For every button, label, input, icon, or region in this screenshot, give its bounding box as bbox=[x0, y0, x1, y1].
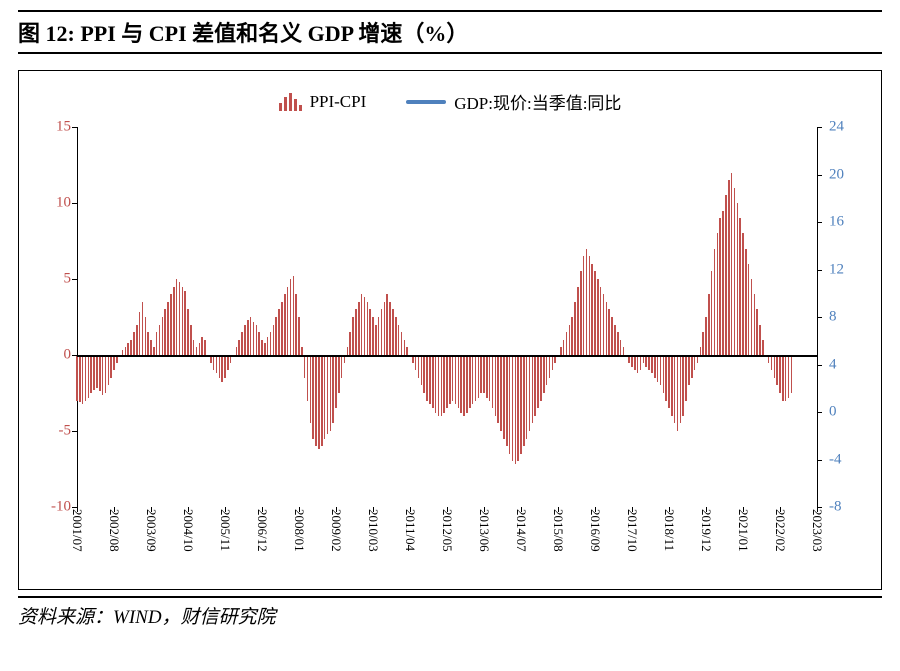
zero-axis-line bbox=[77, 355, 817, 357]
legend-item-bar: PPI-CPI bbox=[279, 89, 367, 114]
chart-title: 图 12: PPI 与 CPI 差值和名义 GDP 增速（%） bbox=[18, 16, 882, 48]
legend-line-label: GDP:现价:当季值:同比 bbox=[454, 89, 621, 114]
line-series bbox=[77, 127, 817, 507]
source-text: 资料来源：WIND，财信研究院 bbox=[18, 602, 882, 629]
legend-line-icon bbox=[406, 100, 446, 104]
legend-bar-icon bbox=[279, 93, 302, 111]
legend-bar-label: PPI-CPI bbox=[310, 92, 367, 112]
legend-item-line: GDP:现价:当季值:同比 bbox=[406, 89, 621, 114]
x-axis-labels: 2001/072002/082003/092004/102005/112006/… bbox=[77, 509, 817, 583]
chart-frame: PPI-CPI GDP:现价:当季值:同比 -10-5051015 -8-404… bbox=[18, 70, 882, 590]
title-block: 图 12: PPI 与 CPI 差值和名义 GDP 增速（%） bbox=[18, 10, 882, 54]
source-block: 资料来源：WIND，财信研究院 bbox=[18, 596, 882, 629]
legend: PPI-CPI GDP:现价:当季值:同比 bbox=[19, 89, 881, 114]
